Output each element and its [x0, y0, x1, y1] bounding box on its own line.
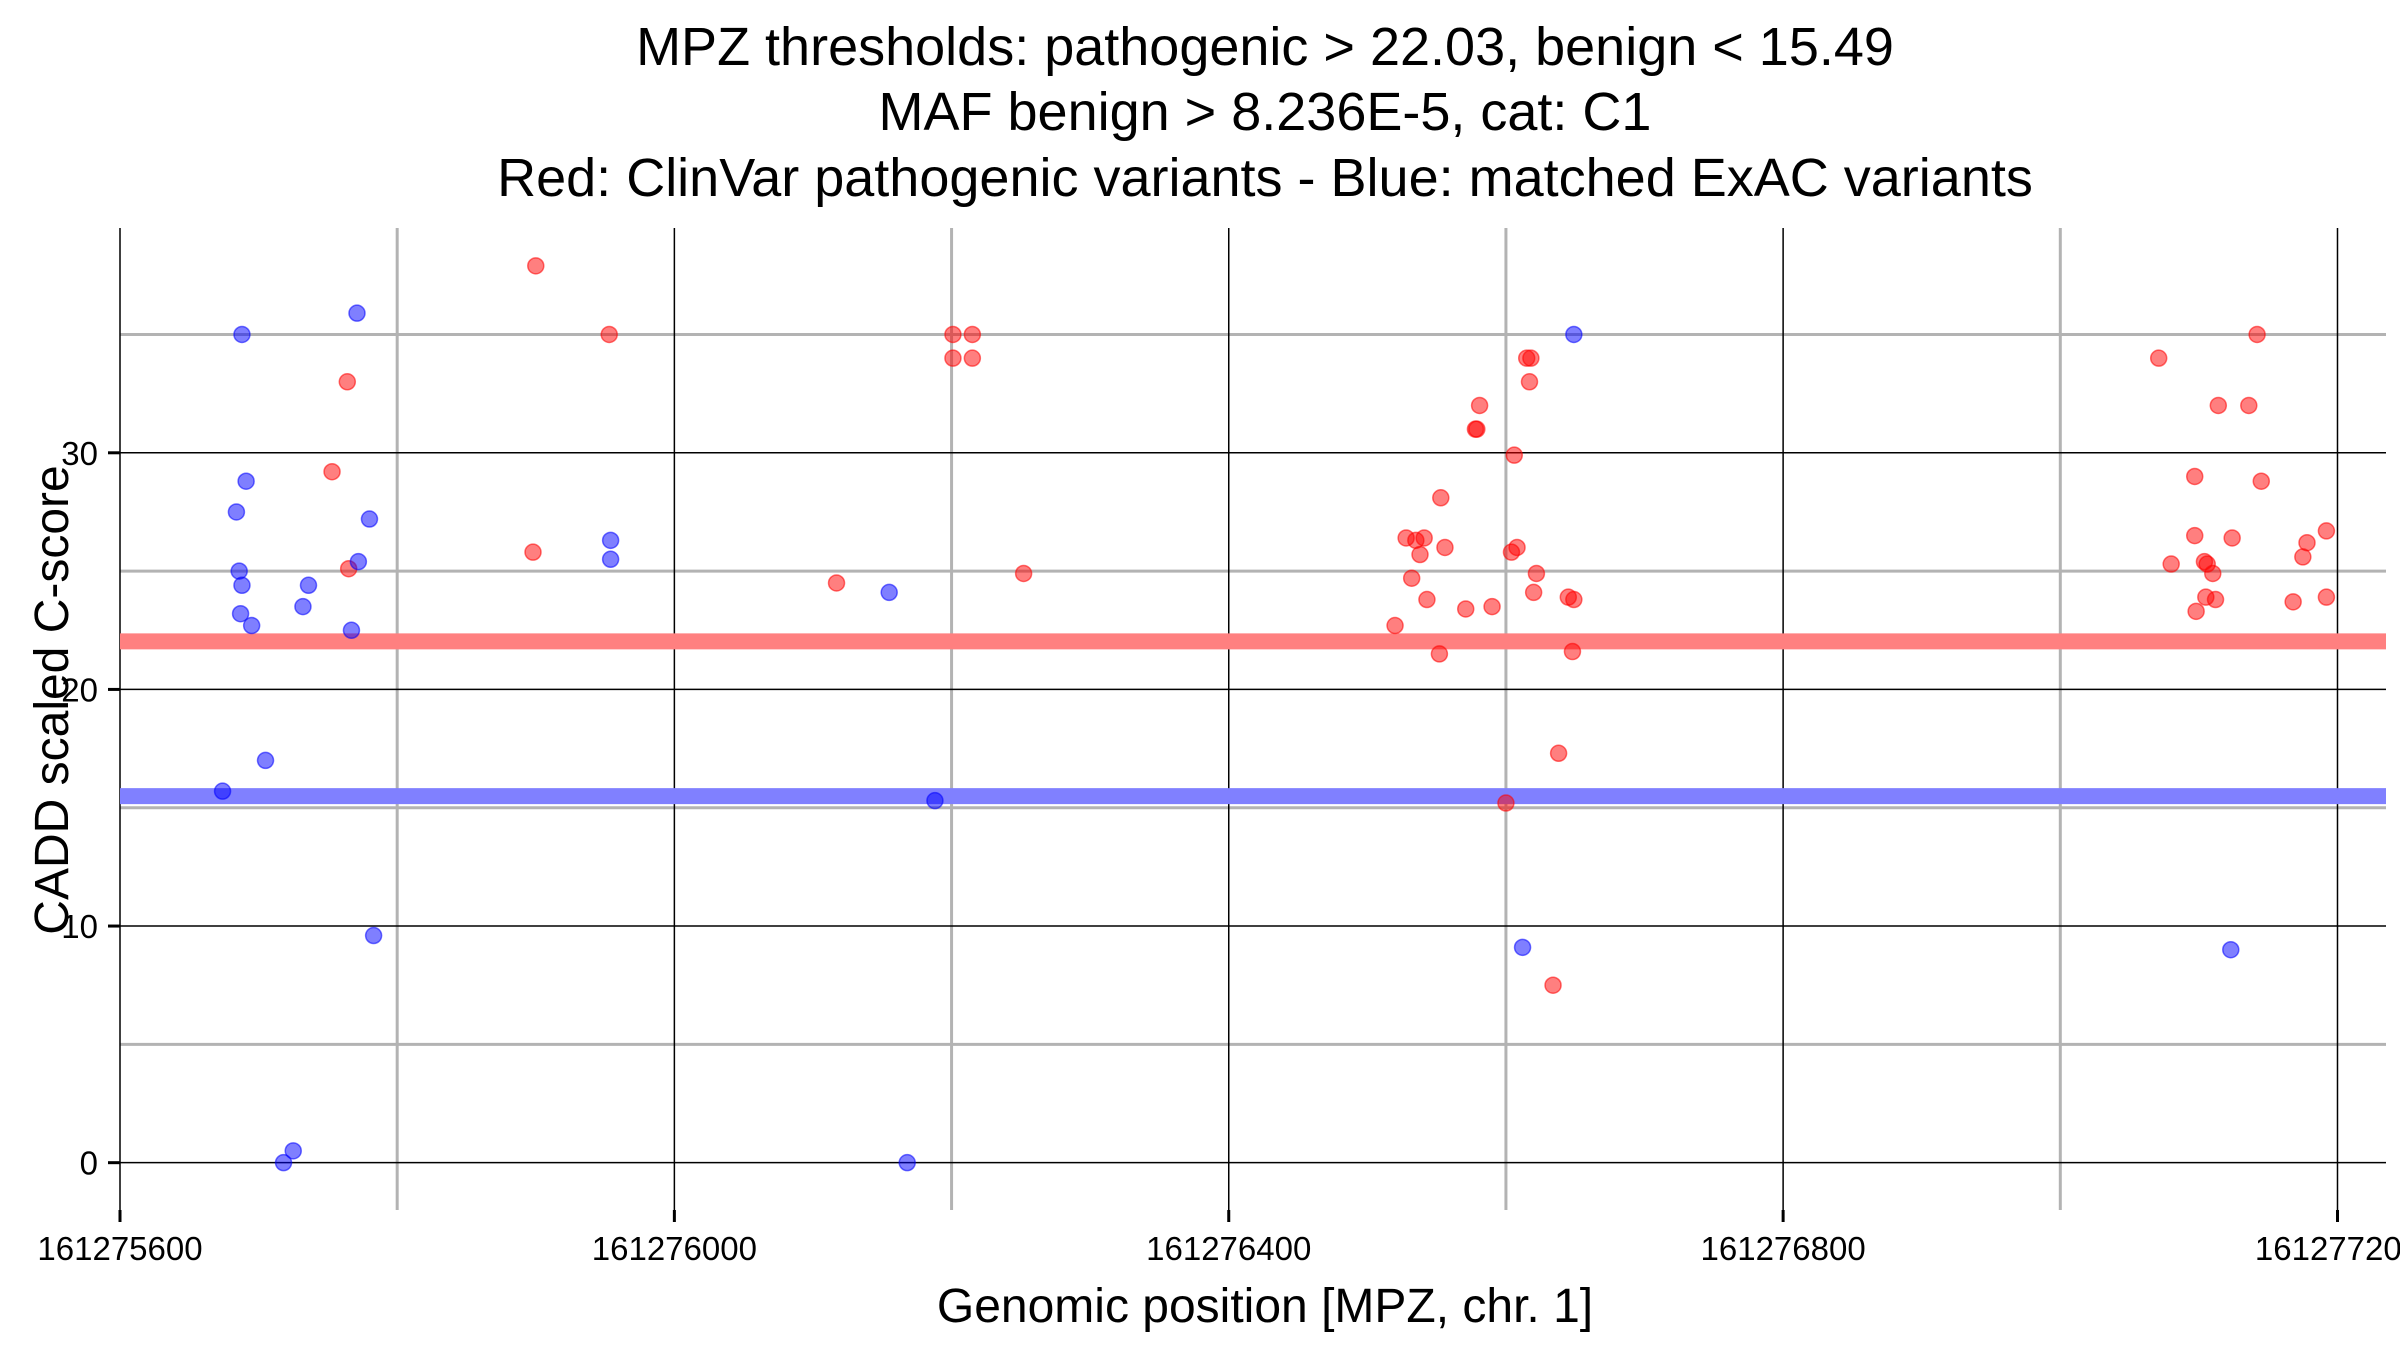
pathogenic-point-8 — [944, 325, 962, 344]
benign-point-25 — [898, 1153, 916, 1172]
pathogenic-point-27 — [1402, 569, 1421, 587]
pathogenic-point-18 — [1520, 373, 1539, 391]
pathogenic-point-1 — [600, 325, 618, 344]
x-tick-label-2: 161276400 — [1146, 1230, 1311, 1267]
pathogenic-point-31 — [1456, 600, 1475, 618]
benign-point-10 — [231, 604, 250, 623]
pathogenic-point-15 — [1432, 489, 1450, 507]
pathogenic-point-45 — [2185, 467, 2204, 486]
pathogenic-point-5 — [524, 543, 542, 561]
pathogenic-point-0 — [527, 257, 545, 275]
pathogenic-point-24 — [1411, 545, 1429, 564]
pathogenic-point-54 — [2298, 533, 2316, 552]
y-axis-label: CADD scaled C-score — [26, 465, 79, 934]
x-tick-label-0: 161275600 — [37, 1230, 202, 1267]
pathogenic-point-22 — [1415, 529, 1433, 547]
y-tick-label-0: 0 — [80, 1145, 98, 1182]
pathogenic-point-43 — [2209, 396, 2228, 415]
pathogenic-point-41 — [2149, 349, 2168, 367]
pathogenic-point-6 — [827, 574, 846, 592]
pathogenic-point-19 — [1505, 446, 1523, 464]
benign-point-3 — [227, 503, 246, 521]
benign-point-23 — [284, 1142, 302, 1160]
pathogenic-point-34 — [1430, 645, 1449, 663]
y-tick-label-1: 10 — [61, 908, 98, 945]
benign-point-24 — [274, 1153, 293, 1172]
threshold-layer — [120, 633, 2386, 805]
benign-point-19 — [926, 791, 944, 810]
pathogenic-point-55 — [2317, 522, 2336, 540]
pathogenic-point-58 — [2206, 590, 2225, 609]
chart-title-line-2: MAF benign > 8.236E-5, cat: C1 — [879, 82, 1652, 142]
pathogenic-point-60 — [2317, 588, 2336, 606]
pathogenic-point-46 — [2252, 472, 2271, 490]
x-tick-label-1: 161276000 — [592, 1230, 757, 1267]
pathogenic-point-14 — [1468, 420, 1486, 438]
benign-point-14 — [601, 550, 620, 569]
pathogenic-point-28 — [1527, 564, 1546, 583]
x-axis-label: Genomic position [MPZ, chr. 1] — [937, 1280, 1593, 1333]
benign-point-17 — [256, 751, 275, 770]
pathogenic-point-9 — [963, 325, 982, 344]
benign-point-21 — [1513, 938, 1532, 957]
pathogenic-point-49 — [2162, 555, 2180, 573]
pathogenic-point-2 — [338, 373, 357, 391]
pathogenic-point-59 — [2284, 593, 2302, 611]
pathogenic-point-56 — [2187, 602, 2205, 621]
pathogenic-point-17 — [1522, 349, 1540, 367]
pathogenic-point-10 — [944, 349, 962, 367]
pathogenic-point-12 — [1470, 396, 1489, 415]
y-tick-label-2: 20 — [61, 671, 98, 708]
pathogenic-point-42 — [2248, 325, 2266, 344]
benign-point-2 — [237, 472, 255, 490]
pathogenic-point-23 — [1436, 538, 1454, 557]
benign-point-6 — [230, 562, 248, 580]
benign-point-20 — [364, 926, 383, 945]
benign-point-16 — [1565, 325, 1583, 344]
pathogenic-point-44 — [2240, 396, 2258, 415]
benign-point-7 — [233, 576, 251, 595]
x-tick-label-3: 161276800 — [1701, 1230, 1866, 1267]
benign-point-8 — [299, 576, 318, 595]
pathogenic-point-48 — [2223, 529, 2241, 547]
pathogenic-point-7 — [1014, 564, 1033, 583]
benign-point-4 — [360, 510, 379, 528]
pathogenic-point-33 — [1386, 616, 1404, 635]
benign-point-9 — [294, 597, 312, 616]
benign-point-12 — [342, 621, 361, 640]
pathogenic-point-26 — [1508, 538, 1526, 557]
benign-point-1 — [233, 325, 251, 344]
axis-layer: 161275600 161276000 161276400 161276800 1612… — [37, 435, 2400, 1267]
benign-point-15 — [880, 583, 898, 602]
pathogenic-point-47 — [2185, 526, 2204, 545]
pathogenic-point-32 — [1483, 597, 1501, 616]
benign-point-0 — [348, 304, 366, 322]
points-layer — [213, 257, 2336, 1172]
y-tick-label-3: 30 — [61, 435, 98, 472]
benign-point-18 — [213, 782, 232, 800]
benign-point-11 — [242, 616, 261, 635]
benign-point-13 — [601, 531, 620, 550]
chart-title-line-1: MPZ thresholds: pathogenic > 22.03, beni… — [636, 17, 1894, 77]
pathogenic-point-37 — [1563, 642, 1582, 661]
pathogenic-point-36 — [1565, 590, 1583, 609]
grid-layer — [119, 228, 2386, 1210]
pathogenic-point-38 — [1549, 744, 1568, 763]
pathogenic-point-29 — [1524, 583, 1543, 602]
pathogenic-point-11 — [963, 349, 982, 367]
pathogenic-point-40 — [1544, 976, 1562, 994]
benign-point-22 — [2222, 940, 2240, 959]
chart-title-line-3: Red: ClinVar pathogenic variants - Blue:… — [497, 148, 2033, 208]
pathogenic-point-3 — [323, 462, 341, 481]
pathogenic-point-30 — [1418, 590, 1436, 609]
pathogenic-point-52 — [2204, 564, 2222, 583]
pathogenic-point-39 — [1497, 794, 1515, 812]
benign-point-5 — [349, 552, 368, 571]
